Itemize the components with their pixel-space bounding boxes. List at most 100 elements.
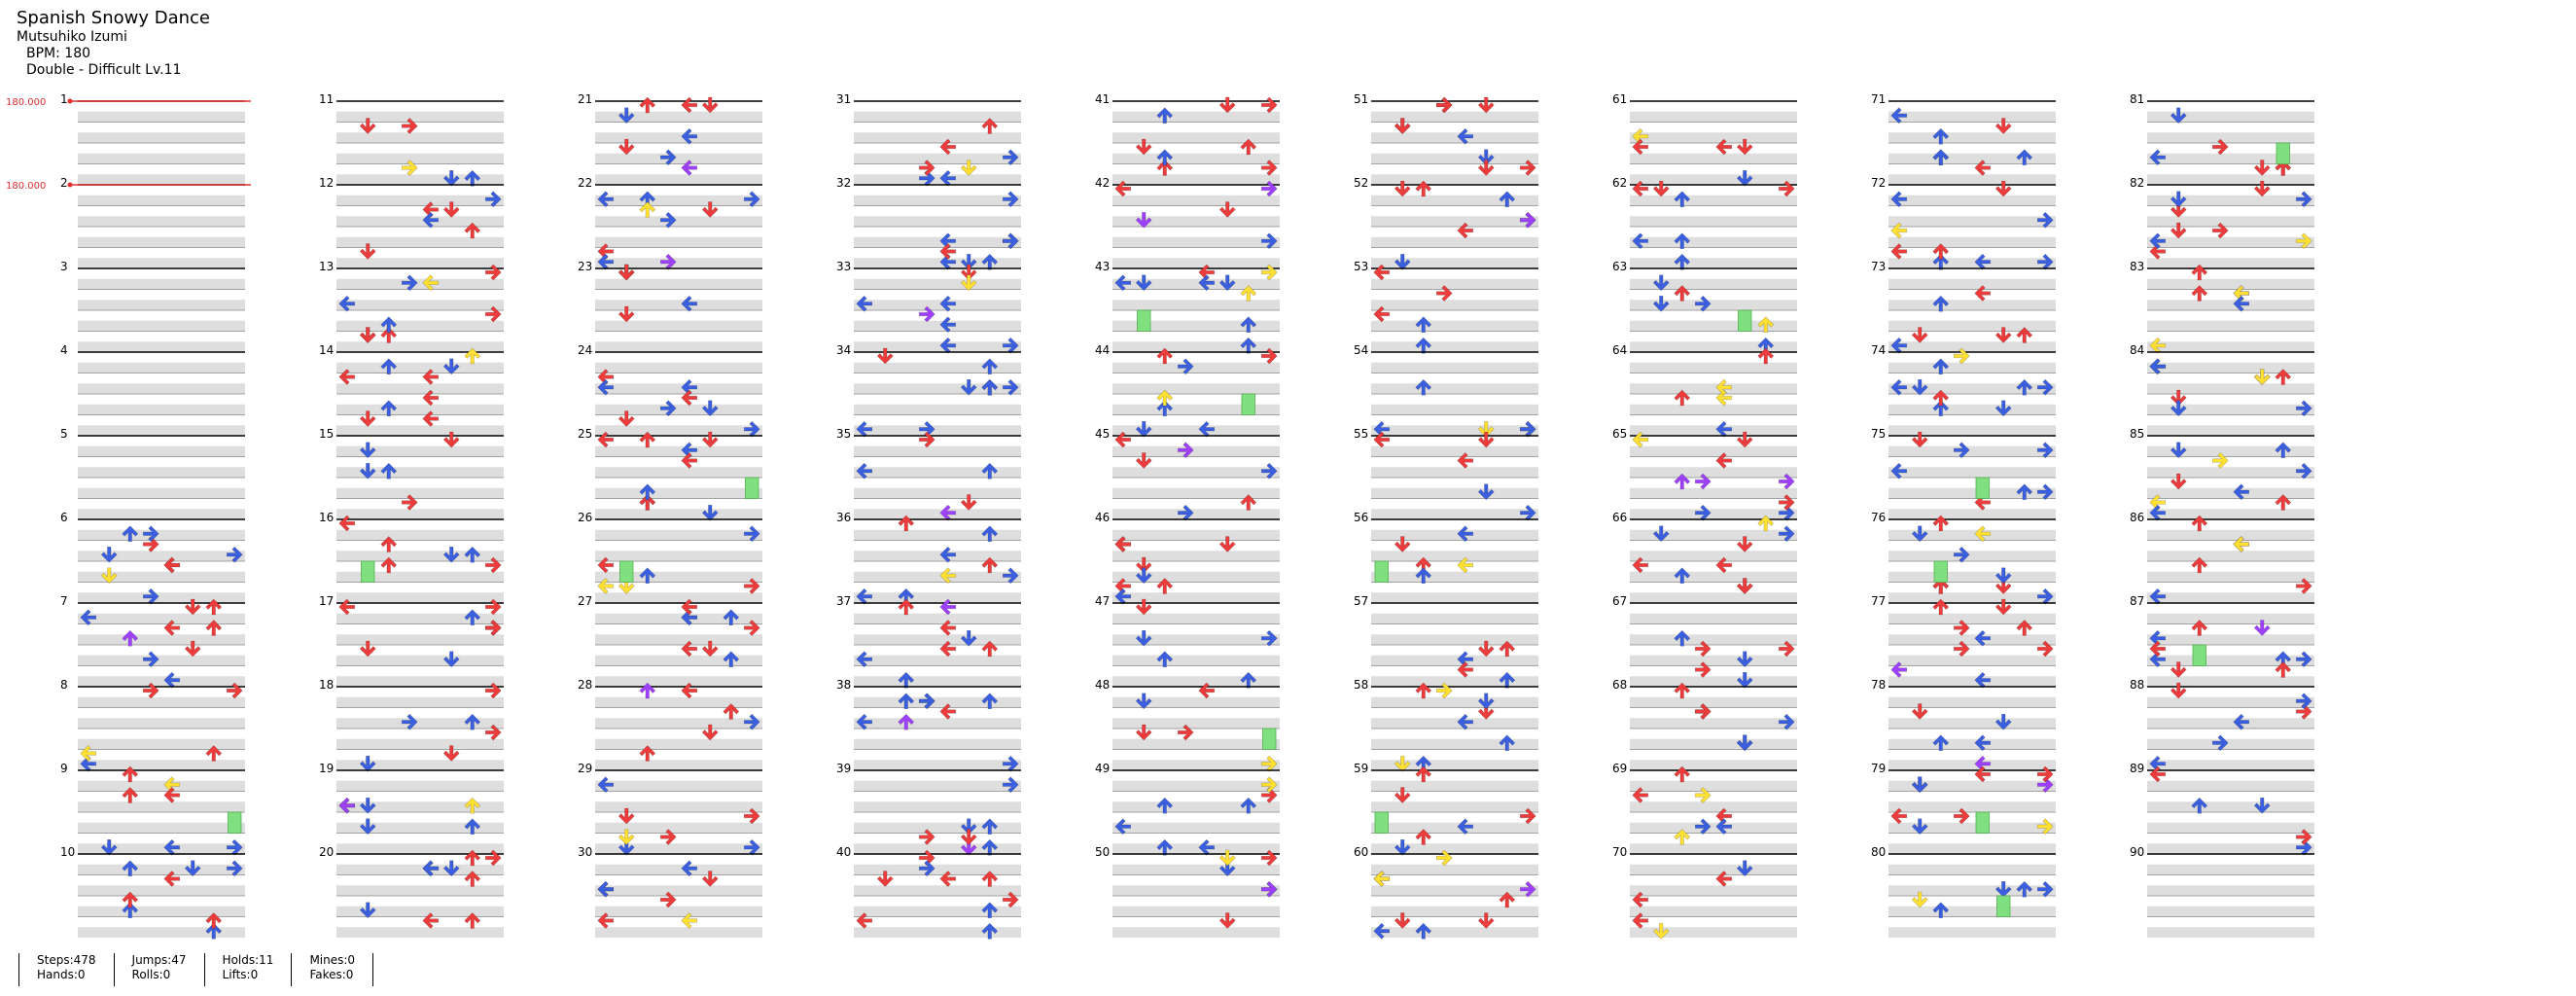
arrow-right-icon: [484, 598, 502, 616]
beat-stripe: [1371, 696, 1538, 708]
arrow-up-icon: [1932, 598, 1950, 616]
arrow-right-icon: [484, 682, 502, 699]
beat-stripe: [2147, 153, 2314, 164]
beat-stripe: [1888, 613, 2056, 624]
arrow-right-icon: [743, 713, 760, 730]
beat-stripe: [78, 258, 245, 268]
measure-number: 73: [1871, 260, 1886, 273]
arrow-left-icon: [1890, 107, 1908, 124]
beat-stripe: [336, 738, 504, 750]
beat-stripe: [1371, 467, 1538, 478]
beat-stripe: [595, 738, 762, 750]
beat-stripe: [1112, 278, 1280, 290]
arrow-down-icon: [1135, 452, 1152, 469]
arrow-right-icon: [142, 651, 159, 668]
beat-stripe: [854, 300, 1021, 310]
arrow-right-icon: [2295, 651, 2312, 668]
arrow-left-icon: [1373, 305, 1391, 323]
arrow-left-icon: [856, 651, 873, 668]
beat-stripe: [1112, 780, 1280, 792]
beat-stripe: [1112, 320, 1280, 332]
measure-number: 63: [1612, 260, 1627, 273]
arrow-down-icon: [2170, 442, 2187, 459]
beat-stripe: [2147, 529, 2314, 541]
measure-number: 4: [60, 343, 68, 357]
arrow-left-icon: [422, 389, 440, 407]
hold-bar-icon: [1137, 309, 1151, 332]
arrow-up-icon: [1240, 797, 1257, 814]
beat-stripe: [1888, 529, 2056, 541]
beat-stripe: [1888, 780, 2056, 792]
beat-stripe: [336, 696, 504, 708]
beat-stripe: [2147, 404, 2314, 415]
arrow-left-icon: [681, 295, 698, 312]
arrow-down-icon: [1218, 536, 1236, 552]
arrow-left-icon: [1974, 629, 1992, 647]
arrow-right-icon: [142, 682, 159, 699]
beat-stripe: [595, 425, 762, 436]
arrow-right-icon: [1260, 776, 1278, 794]
measure-number: 26: [578, 511, 592, 524]
arrow-up-icon: [122, 765, 139, 783]
beat-stripe: [595, 362, 762, 374]
arrow-left-icon: [1632, 180, 1649, 197]
arrow-left-icon: [939, 620, 957, 636]
beat-stripe: [1630, 906, 1797, 917]
arrow-left-icon: [2233, 483, 2250, 501]
arrow-up-icon: [1240, 316, 1257, 334]
beat-stripe: [1630, 132, 1797, 143]
arrow-down-icon: [1477, 420, 1495, 438]
arrow-left-icon: [1974, 734, 1992, 752]
arrow-down-icon: [1736, 578, 1753, 594]
beat-stripe: [78, 927, 245, 938]
measure-number: 22: [578, 176, 592, 190]
measure-number: 69: [1612, 762, 1627, 775]
beat-stripe: [1371, 801, 1538, 812]
beat-stripe: [1371, 320, 1538, 332]
arrow-left-icon: [2149, 651, 2167, 668]
hold-bar-icon: [1262, 728, 1277, 750]
arrow-up-icon: [205, 598, 223, 616]
stats-cell-mines: Mines:0 Fakes:0: [291, 953, 374, 986]
arrow-left-icon: [1715, 452, 1733, 469]
beat-stripe: [1371, 153, 1538, 164]
measure-number: 59: [1354, 762, 1368, 775]
arrow-down-icon: [1394, 180, 1411, 197]
stat-jumps: Jumps:47: [131, 953, 187, 967]
arrow-right-icon: [484, 620, 502, 636]
beat-stripe: [1888, 509, 2056, 519]
arrow-down-icon: [701, 400, 719, 417]
beat-stripe: [336, 843, 504, 854]
beat-stripe: [78, 509, 245, 519]
arrow-down-icon: [960, 378, 977, 396]
arrow-up-icon: [122, 891, 139, 908]
beat-stripe: [1112, 529, 1280, 541]
beat-stripe: [595, 822, 762, 834]
measure-number: 30: [578, 845, 592, 859]
arrow-left-icon: [1114, 578, 1132, 594]
beat-stripe: [1888, 571, 2056, 583]
beat-stripe: [854, 174, 1021, 185]
arrow-right-icon: [1002, 191, 1019, 208]
arrow-down-icon: [618, 264, 635, 281]
beat-stripe: [2147, 195, 2314, 206]
beat-stripe: [1630, 341, 1797, 352]
arrow-down-icon: [1477, 160, 1495, 176]
arrow-left-icon: [939, 598, 957, 616]
beat-stripe: [336, 111, 504, 123]
measure-number: 85: [2130, 427, 2144, 441]
measure-number: 46: [1095, 511, 1110, 524]
arrow-up-icon: [639, 682, 656, 699]
arrow-up-icon: [205, 745, 223, 762]
beat-stripe: [336, 571, 504, 583]
arrow-down-icon: [1994, 400, 2012, 417]
chart-difficulty: Double - Difficult Lv.11: [26, 62, 182, 78]
beat-stripe: [1112, 571, 1280, 583]
beat-stripe: [1371, 509, 1538, 519]
arrow-right-icon: [1778, 525, 1795, 543]
arrow-left-icon: [422, 369, 440, 385]
beat-stripe: [78, 571, 245, 583]
arrow-up-icon: [2191, 556, 2208, 574]
measure-number: 33: [836, 260, 851, 273]
beat-stripe: [1112, 174, 1280, 185]
